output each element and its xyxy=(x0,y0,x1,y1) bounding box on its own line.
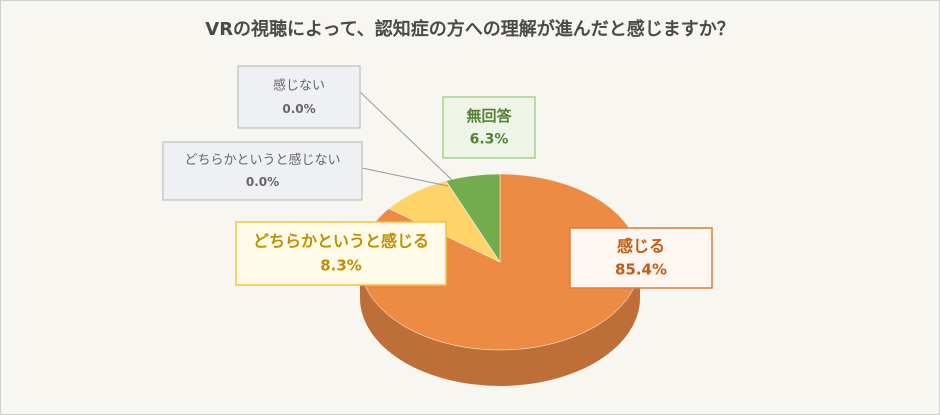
slice-value: 6.3% xyxy=(470,132,509,148)
label-box xyxy=(237,65,361,129)
slice-label: どちらかというと感じない xyxy=(184,152,340,168)
slice-value: 8.3% xyxy=(320,257,362,275)
pie-slice xyxy=(445,173,501,263)
slice-value: 0.0% xyxy=(246,175,279,189)
label-box xyxy=(569,227,713,289)
slice-label: どちらかというと感じる xyxy=(253,232,429,251)
label-box xyxy=(162,141,363,201)
slice-value: 0.0% xyxy=(282,102,315,116)
leader-line xyxy=(359,91,453,181)
slice-value: 85.4% xyxy=(615,261,667,279)
label-box xyxy=(235,221,447,286)
slice-label: 無回答 xyxy=(466,107,512,125)
chart-title: VRの視聴によって、認知症の方への理解が進んだと感じますか？ xyxy=(205,18,734,40)
slice-label: 感じる xyxy=(617,237,665,256)
leader-line xyxy=(361,167,449,187)
pie-slice-side xyxy=(360,262,640,386)
slice-label: 感じない xyxy=(273,77,325,93)
label-box xyxy=(442,96,536,159)
